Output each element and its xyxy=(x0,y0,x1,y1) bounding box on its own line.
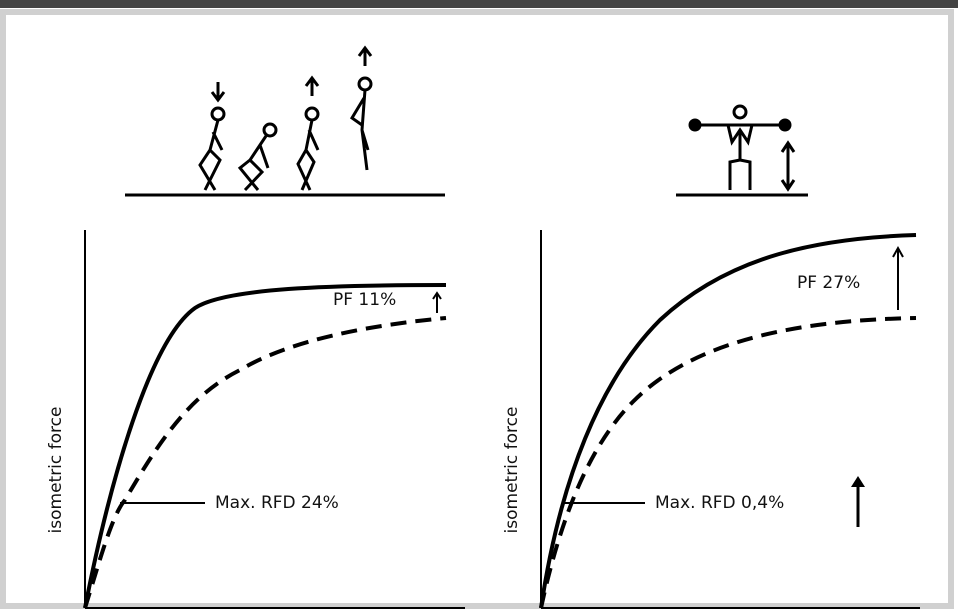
y-axis-label: isometric force xyxy=(502,407,522,534)
pf-label: PF 27% xyxy=(797,273,860,293)
solid-curve xyxy=(539,233,917,609)
frame xyxy=(0,9,954,609)
left-chart: isometric force PF 11% Max. RFD 24% xyxy=(46,230,465,609)
dashed-curve xyxy=(83,316,447,609)
pf-arrow xyxy=(892,245,904,310)
y-axis-label: isometric force xyxy=(46,407,66,534)
pf-arrow xyxy=(432,291,442,313)
solid-curve xyxy=(83,283,447,609)
cropped-header xyxy=(0,0,958,8)
lift-illustration xyxy=(676,104,808,197)
rfd-label: Max. RFD 24% xyxy=(215,493,339,513)
dashed-curve xyxy=(539,316,917,609)
rfd-arrow-head xyxy=(851,476,865,487)
rfd-label: Max. RFD 0,4% xyxy=(655,493,784,513)
right-chart: isometric force PF 27% Max. RFD 0,4% xyxy=(502,230,920,609)
pf-label: PF 11% xyxy=(333,290,396,310)
jump-illustration xyxy=(125,45,445,197)
